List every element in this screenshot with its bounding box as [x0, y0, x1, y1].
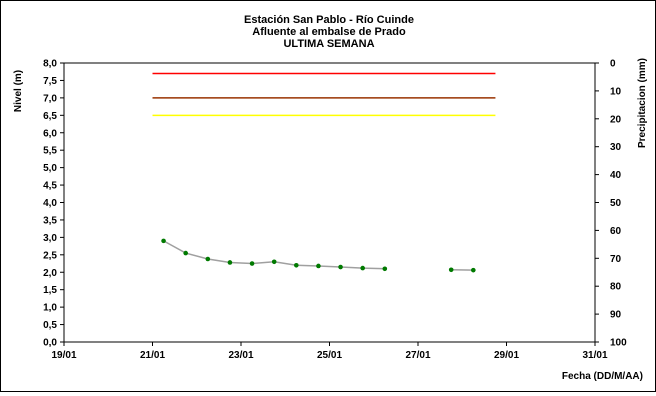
- y2-tick-label: 90: [610, 310, 622, 321]
- y-tick-label: 2,0: [43, 268, 57, 279]
- y2-tick-label: 40: [610, 170, 622, 181]
- x-tick-label: 29/01: [494, 350, 519, 361]
- x-tick-label: 23/01: [228, 350, 253, 361]
- series-line-segment: [164, 241, 385, 269]
- y-tick-label: 6,0: [43, 128, 57, 139]
- y-tick-label: 0,0: [43, 338, 57, 349]
- data-point: [161, 239, 166, 244]
- level-series: [161, 239, 475, 273]
- y-tick-label: 1,5: [43, 285, 57, 296]
- y2-axis-label: Precipitacion (mm): [637, 58, 648, 148]
- x-tick-label: 21/01: [140, 350, 165, 361]
- chart-title-line-3: ULTIMA SEMANA: [283, 38, 374, 50]
- x-tick-label: 27/01: [405, 350, 430, 361]
- y-tick-label: 3,5: [43, 215, 57, 226]
- data-point: [383, 266, 388, 271]
- y-tick-label: 2,5: [43, 250, 57, 261]
- plot-area: [64, 63, 595, 342]
- data-point: [183, 251, 188, 256]
- y2-tick-label: 10: [610, 86, 622, 97]
- x-axis-label: Fecha (DD/M/AA): [562, 371, 643, 382]
- y2-tick-label: 80: [610, 282, 622, 293]
- y2-tick-label: 100: [610, 338, 627, 349]
- y2-tick-label: 20: [610, 114, 622, 125]
- data-point: [471, 268, 476, 273]
- chart-title-line-2: Afluente al embalse de Prado: [252, 26, 406, 38]
- y-tick-label: 7,5: [43, 76, 57, 87]
- y-axis-label: Nivel (m): [13, 70, 24, 112]
- y-tick-label: 5,5: [43, 146, 57, 157]
- data-point: [449, 268, 454, 273]
- y-axis-ticks: 0,0 0,5 1,0 1,5 2,0 2,5 3,0 3,5 4,0 4,5 5,0 5,5 6,0 6…: [43, 59, 64, 349]
- y2-tick-label: 70: [610, 254, 622, 265]
- data-point: [272, 259, 277, 264]
- data-point: [360, 266, 365, 271]
- y-tick-label: 4,0: [43, 198, 57, 209]
- y-tick-label: 3,0: [43, 233, 57, 244]
- y-tick-label: 6,5: [43, 111, 57, 122]
- x-tick-label: 19/01: [51, 350, 76, 361]
- y-tick-label: 1,0: [43, 303, 57, 314]
- y-tick-label: 4,5: [43, 181, 57, 192]
- x-axis-ticks: 19/01 21/01 23/01 25/01 27/01 29/01 31/01: [51, 342, 607, 361]
- data-point: [206, 257, 211, 262]
- y-tick-label: 5,0: [43, 163, 57, 174]
- y-tick-label: 0,5: [43, 320, 57, 331]
- y2-tick-label: 0: [610, 59, 616, 70]
- data-point: [228, 260, 233, 265]
- chart-title-line-1: Estación San Pablo - Río Cuinde: [244, 14, 414, 26]
- data-point: [250, 261, 255, 266]
- y2-tick-label: 50: [610, 198, 622, 209]
- data-point: [316, 264, 321, 269]
- y2-axis-ticks: 0 10 20 30 40 50 60 70 80 90 100: [595, 59, 627, 349]
- y2-tick-label: 60: [610, 226, 622, 237]
- y2-tick-label: 30: [610, 142, 622, 153]
- data-point: [338, 265, 343, 270]
- x-tick-label: 31/01: [582, 350, 607, 361]
- y-tick-label: 7,0: [43, 93, 57, 104]
- x-tick-label: 25/01: [317, 350, 342, 361]
- threshold-lines: [153, 73, 496, 115]
- y-tick-label: 8,0: [43, 59, 57, 70]
- data-point: [294, 263, 299, 268]
